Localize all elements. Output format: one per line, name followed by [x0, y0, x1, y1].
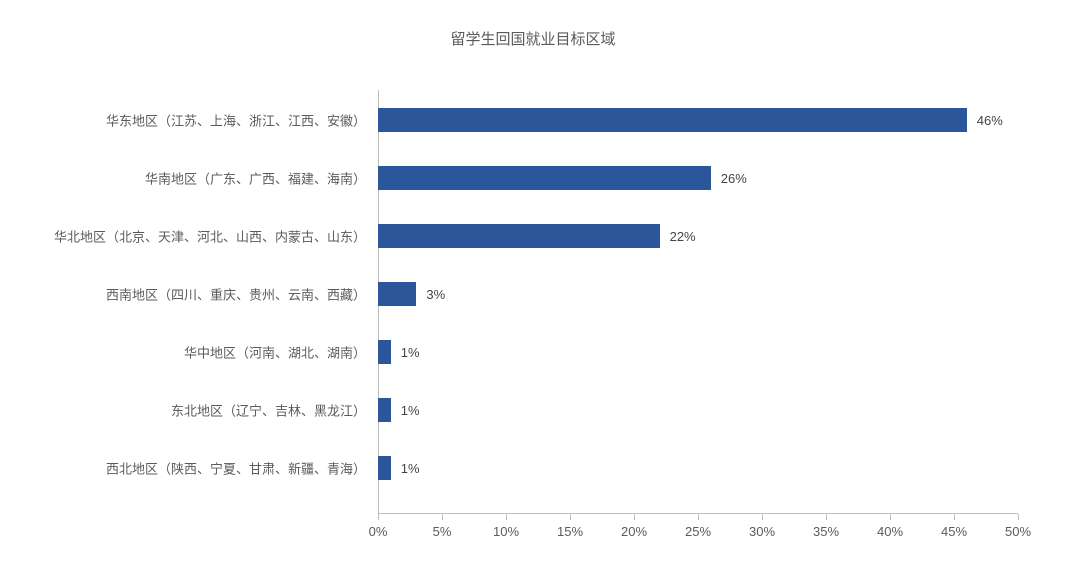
bar-row: 东北地区（辽宁、吉林、黑龙江）1%: [378, 398, 1018, 422]
x-tick-label: 40%: [877, 524, 903, 539]
x-tick-mark: [506, 514, 507, 520]
value-label: 1%: [391, 461, 420, 476]
value-label: 26%: [711, 171, 747, 186]
x-tick-mark: [954, 514, 955, 520]
x-tick-label: 50%: [1005, 524, 1031, 539]
bar-row: 华中地区（河南、湖北、湖南）1%: [378, 340, 1018, 364]
category-label: 华东地区（江苏、上海、浙江、江西、安徽）: [106, 111, 378, 130]
x-tick-label: 25%: [685, 524, 711, 539]
bar-row: 华南地区（广东、广西、福建、海南）26%: [378, 166, 1018, 190]
bar-row: 华东地区（江苏、上海、浙江、江西、安徽）46%: [378, 108, 1018, 132]
bar-row: 华北地区（北京、天津、河北、山西、内蒙古、山东）22%: [378, 224, 1018, 248]
value-label: 46%: [967, 113, 1003, 128]
x-tick-label: 0%: [369, 524, 388, 539]
bar: [378, 340, 391, 364]
bar: [378, 224, 660, 248]
x-tick-mark: [570, 514, 571, 520]
value-label: 22%: [660, 229, 696, 244]
x-tick-mark: [762, 514, 763, 520]
x-tick-mark: [698, 514, 699, 520]
value-label: 3%: [416, 287, 445, 302]
category-label: 西北地区（陕西、宁夏、甘肃、新疆、青海）: [106, 459, 378, 478]
x-tick-mark: [890, 514, 891, 520]
category-label: 华南地区（广东、广西、福建、海南）: [145, 169, 378, 188]
x-tick-mark: [442, 514, 443, 520]
category-label: 东北地区（辽宁、吉林、黑龙江）: [171, 401, 378, 420]
x-tick-label: 5%: [433, 524, 452, 539]
x-tick-label: 45%: [941, 524, 967, 539]
x-tick-mark: [826, 514, 827, 520]
plot-area: 0%5%10%15%20%25%30%35%40%45%50%华东地区（江苏、上…: [378, 90, 1018, 514]
category-label: 华中地区（河南、湖北、湖南）: [184, 343, 378, 362]
bar-row: 西南地区（四川、重庆、贵州、云南、西藏）3%: [378, 282, 1018, 306]
chart-title: 留学生回国就业目标区域: [0, 28, 1066, 49]
bar: [378, 108, 967, 132]
bar: [378, 282, 416, 306]
bar: [378, 166, 711, 190]
x-tick-label: 10%: [493, 524, 519, 539]
value-label: 1%: [391, 345, 420, 360]
x-tick-label: 30%: [749, 524, 775, 539]
bar: [378, 398, 391, 422]
x-tick-label: 35%: [813, 524, 839, 539]
value-label: 1%: [391, 403, 420, 418]
category-label: 华北地区（北京、天津、河北、山西、内蒙古、山东）: [54, 227, 378, 246]
x-tick-label: 15%: [557, 524, 583, 539]
category-label: 西南地区（四川、重庆、贵州、云南、西藏）: [106, 285, 378, 304]
x-tick-label: 20%: [621, 524, 647, 539]
x-tick-mark: [378, 514, 379, 520]
bar: [378, 456, 391, 480]
chart-container: 留学生回国就业目标区域 0%5%10%15%20%25%30%35%40%45%…: [0, 0, 1066, 564]
bar-row: 西北地区（陕西、宁夏、甘肃、新疆、青海）1%: [378, 456, 1018, 480]
x-tick-mark: [1018, 514, 1019, 520]
x-tick-mark: [634, 514, 635, 520]
